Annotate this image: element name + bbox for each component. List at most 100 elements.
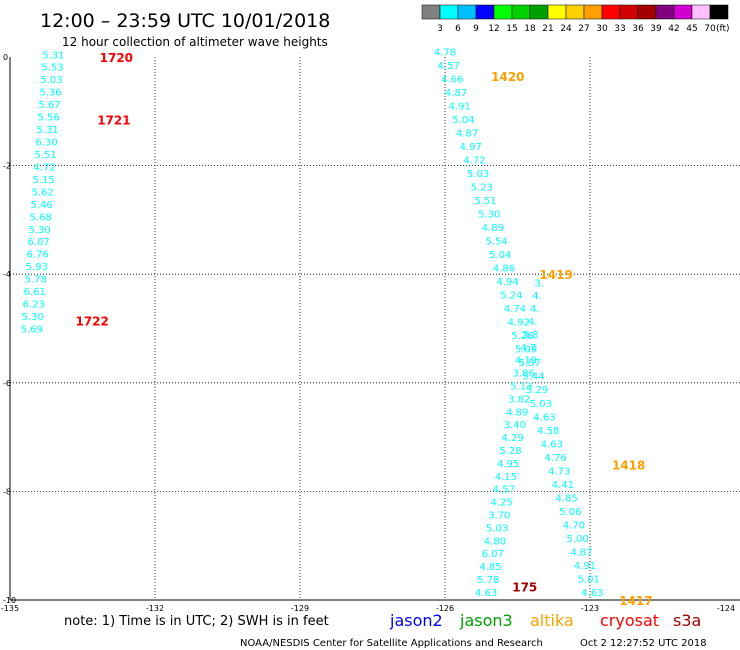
time-label: 1417 [619,594,652,608]
data-point: 4.70 [563,520,585,531]
data-point: 5.03 [40,75,62,86]
legend-label: 24 [560,24,572,34]
legend-label: 15 [506,24,517,34]
time-labels: 1720 1721 1722 1420 1419 1418 1417 175 [75,51,652,608]
data-point: 5.23 [471,183,493,194]
data-point: 6.07 [482,549,504,560]
data-point: 5.56 [37,113,59,124]
data-point: 5.03 [467,169,489,180]
data-point: 4.74 [504,304,526,315]
data-point: 3.40 [504,420,526,431]
legend-swatch [457,4,477,20]
data-point: 4.97 [460,142,482,153]
data-point: 6.30 [35,138,57,149]
footer-credit: NOAA/NESDIS Center for Satellite Applica… [240,638,543,649]
data-point: 5.24 [500,291,522,302]
time-label: 1418 [612,458,645,472]
data-point: 4.92 [508,318,530,329]
data-point: 5.15 [32,175,54,186]
satellite-label: cryosat [600,611,659,630]
satellite-label: jason2 [389,611,443,630]
data-point: 5.78 [477,575,499,586]
x-tick-label: -129 [291,604,309,613]
chart-title: 12:00 – 23:59 UTC 10/01/2018 [40,10,330,32]
data-point: 6.61 [24,287,46,298]
data-point: 4.15 [495,472,517,483]
data-point: 5.28 [499,446,521,457]
satellite-legend: jason2 jason3 altika cryosat s3a [389,611,701,630]
y-tick-label: 0 [3,53,8,62]
data-point: 6.23 [23,300,45,311]
data-point: 4.89 [482,223,504,234]
data-point: 4.66 [441,75,463,86]
time-label: 1419 [539,268,572,282]
satellite-label: altika [530,611,574,630]
legend-swatch [439,4,459,20]
satellite-label: jason3 [459,611,513,630]
footer-note: note: 1) Time is in UTC; 2) SWH is in fe… [64,614,329,629]
data-point: 4.91 [449,102,471,113]
color-legend: 3 6 9 12 15 18 21 24 27 30 33 36 39 42 45 70 (ft) [421,4,730,34]
data-point: 5.01 [578,574,600,585]
data-point: 4.19 [515,356,537,367]
legend-swatch [691,4,711,20]
legend-swatch [547,4,567,20]
legend-label: 6 [455,24,461,34]
data-point: 4.57 [438,61,460,72]
axis-ticks: 0 -2 -4 -6 -8 -10-135 -132 -129 -126 -123 -124 [1,53,735,613]
y-tick-label: -6 [3,379,11,388]
legend-label: 30 [596,24,608,34]
legend-swatch [583,4,603,20]
legend-swatch [673,4,693,20]
data-point: 4.86 [493,264,515,275]
legend-unit: (ft) [716,24,730,34]
data-point: 5.62 [31,187,53,198]
data-point: 5.26 [511,331,533,342]
data-point: 6.07 [28,237,50,248]
data-point: 5.44 [522,372,544,383]
data-point: 5.53 [41,63,63,74]
data-point: 4.57 [493,485,515,496]
data-point: 5.51 [474,196,496,207]
data-point: 4.85 [555,493,577,504]
legend-swatch [511,4,531,20]
data-point: 5.29 [526,385,548,396]
legend-swatch [475,4,495,20]
data-point: 4.72 [33,162,55,173]
data-point: 5.54 [485,237,507,248]
data-point: 4.7 [520,343,536,354]
y-tick-label: -2 [3,162,11,171]
data-point: 5.78 [25,275,47,286]
time-label: 1722 [75,314,108,328]
time-label: 1720 [100,51,133,65]
x-tick-label: -126 [436,604,454,613]
data-point: 3.82 [508,394,530,405]
data-point: 5.36 [39,88,61,99]
data-point: 5.31 [42,50,64,61]
data-point: 4.78 [434,48,456,59]
data-point: 4.80 [484,536,506,547]
data-point: 5.03 [530,399,552,410]
data-point: 4.87 [456,129,478,140]
data-point: 4. [530,304,540,315]
data-point: 4.73 [548,466,570,477]
legend-swatch [493,4,513,20]
data-point: 4.85 [479,562,501,573]
legend-label: 70 [704,24,716,34]
legend-swatch [655,4,675,20]
data-point: 5.04 [489,250,511,261]
data-point: 5.03 [486,523,508,534]
data-point: 5.30 [29,225,51,236]
legend-label: 3 [437,24,443,34]
data-point: 5.57 [519,358,541,369]
data-point: 3.8 [522,330,538,341]
legend-swatch [709,4,729,20]
x-tick-label: -132 [146,604,164,613]
data-point: 5.13 [510,382,532,393]
legend-label: 18 [524,24,536,34]
plot-grid [9,57,740,601]
data-point: 4.95 [497,459,519,470]
legend-swatch [421,4,441,20]
data-point: 5.51 [34,150,56,161]
